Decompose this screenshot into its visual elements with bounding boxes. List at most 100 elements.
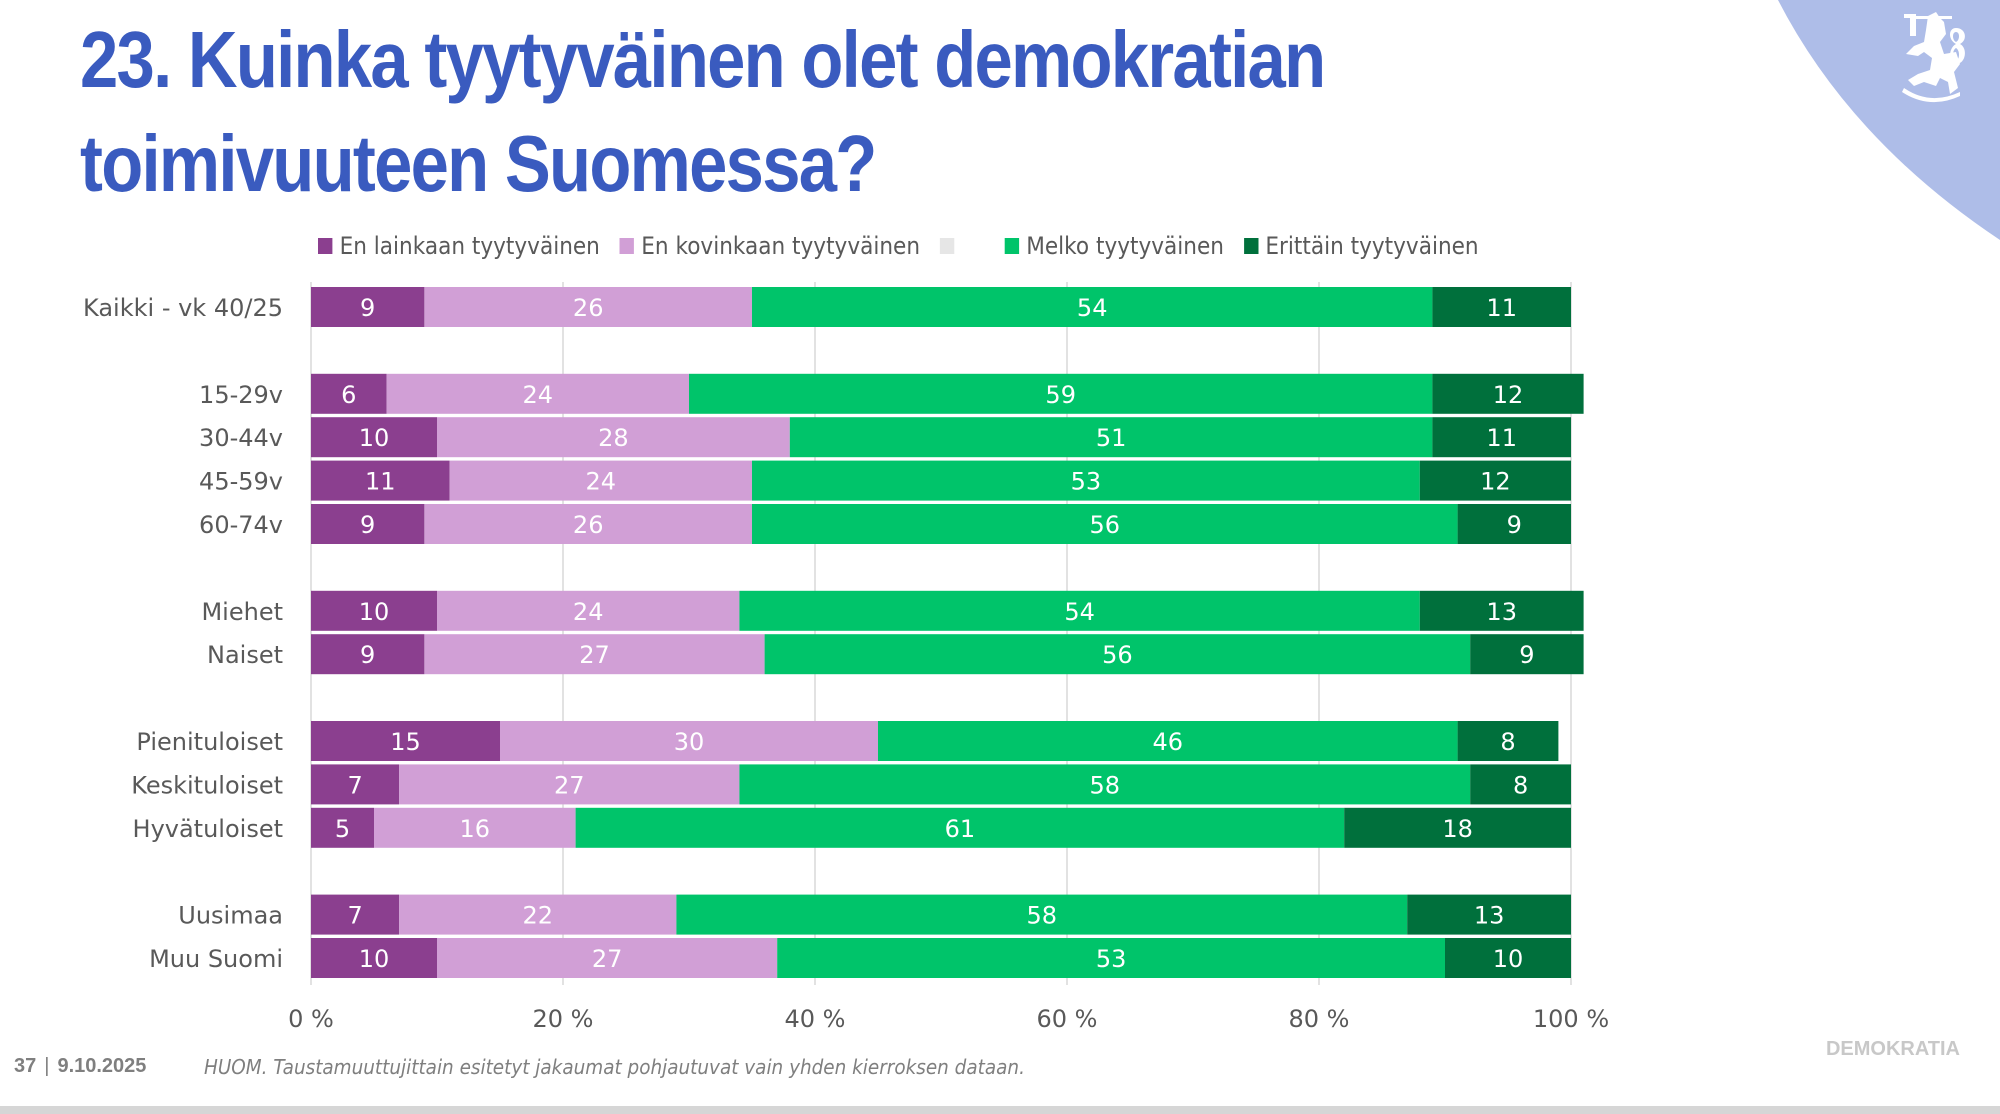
- data-label: 8: [1500, 728, 1515, 756]
- x-tick-label: 80 %: [1289, 1005, 1350, 1033]
- bar-segment: [311, 894, 400, 935]
- bar-segment: [1432, 287, 1571, 327]
- bar-segment: [424, 634, 765, 675]
- category-label: Hyvätuloiset: [133, 815, 283, 843]
- bar-segment: [311, 807, 374, 848]
- chart-legend: En lainkaan tyytyväinen En kovinkaan tyy…: [318, 232, 1498, 260]
- bar-segment: [1419, 590, 1584, 631]
- bar-segment: [752, 504, 1458, 544]
- bar-segment: [1432, 373, 1584, 414]
- data-label: 28: [598, 424, 629, 452]
- bar-segment: [311, 764, 400, 805]
- data-label: 53: [1096, 945, 1127, 973]
- data-label: 15: [390, 728, 421, 756]
- data-label: 46: [1153, 728, 1184, 756]
- legend-swatch: [1243, 238, 1259, 254]
- legend-item: Erittäin tyytyväinen: [1243, 232, 1479, 260]
- category-label: 15-29v: [199, 381, 283, 409]
- bar-segment: [777, 938, 1445, 978]
- x-tick-label: 100 %: [1533, 1005, 1609, 1033]
- category-label: 60-74v: [199, 511, 283, 539]
- data-label: 56: [1090, 511, 1121, 539]
- data-label: 24: [573, 598, 604, 626]
- bottom-bar: [0, 1106, 2000, 1114]
- bar-segment: [1419, 460, 1571, 501]
- legend-swatch: [1004, 238, 1020, 254]
- data-label: 16: [460, 815, 491, 843]
- category-label: 45-59v: [199, 468, 283, 496]
- bar-segment: [399, 894, 677, 935]
- bar-segment: [1344, 807, 1571, 848]
- finnish-lion-crest-icon: [1902, 12, 1965, 103]
- bar-segment: [449, 460, 752, 501]
- data-label: 27: [554, 771, 585, 799]
- bar-segment: [789, 417, 1433, 458]
- footer-note: HUOM. Taustamuuttujittain esitetyt jakau…: [204, 1055, 1025, 1079]
- bar-segment: [1445, 938, 1571, 978]
- page-number: 37: [14, 1055, 37, 1077]
- category-label: Naiset: [207, 641, 283, 669]
- bar-segment: [1470, 634, 1584, 675]
- data-label: 26: [573, 511, 604, 539]
- data-label: 9: [360, 641, 375, 669]
- bar-segment: [311, 287, 425, 327]
- legend-item: En kovinkaan tyytyväinen: [619, 232, 921, 260]
- bar-segment: [424, 504, 752, 544]
- footer-separator: |: [44, 1055, 50, 1077]
- data-label: 10: [359, 598, 390, 626]
- category-label: Kaikki - vk 40/25: [83, 294, 283, 322]
- bar-segment: [311, 417, 437, 458]
- data-label: 53: [1071, 468, 1102, 496]
- category-label: Uusimaa: [178, 902, 283, 930]
- data-label: 13: [1486, 598, 1517, 626]
- data-label: 5: [335, 815, 350, 843]
- data-label: 9: [360, 511, 375, 539]
- legend-swatch: [318, 238, 333, 254]
- bar-segment: [1457, 721, 1559, 761]
- bar-segment: [1457, 504, 1571, 544]
- bar-segment: [311, 460, 450, 501]
- bar-segment: [1432, 417, 1571, 458]
- page-title: 23. Kuinka tyytyväinen olet demokratian …: [80, 8, 1370, 216]
- data-label: 10: [1493, 945, 1524, 973]
- data-label: 59: [1045, 381, 1076, 409]
- data-label: 9: [1507, 511, 1522, 539]
- legend-item: Melko tyytyväinen: [1004, 232, 1224, 260]
- bar-segment: [386, 373, 689, 414]
- bar-segment: [311, 721, 500, 761]
- bar-segment: [689, 373, 1433, 414]
- title-line-2: toimivuuteen Suomessa?: [80, 119, 877, 208]
- data-label: 10: [359, 945, 390, 973]
- data-label: 9: [1519, 641, 1534, 669]
- data-label: 7: [347, 902, 362, 930]
- data-label: 56: [1102, 641, 1133, 669]
- category-label: Pienituloiset: [136, 728, 283, 756]
- data-label: 18: [1442, 815, 1473, 843]
- legend-label: Melko tyytyväinen: [1026, 232, 1224, 260]
- data-label: 8: [1513, 771, 1528, 799]
- bar-segment: [739, 590, 1420, 631]
- corner-decoration: [1600, 0, 2000, 240]
- bar-segment: [311, 373, 387, 414]
- bar-segment: [437, 938, 778, 978]
- legend-label: Erittäin tyytyväinen: [1265, 232, 1479, 260]
- data-label: 54: [1064, 598, 1095, 626]
- data-label: 24: [523, 381, 554, 409]
- footer-brand: DEMOKRATIA: [1825, 1038, 1960, 1060]
- data-label: 6: [341, 381, 356, 409]
- legend-label: En kovinkaan tyytyväinen: [641, 232, 921, 260]
- bar-segment: [311, 938, 437, 978]
- slide-date: 9.10.2025: [57, 1055, 147, 1077]
- bar-segment: [878, 721, 1458, 761]
- bar-segment: [437, 417, 790, 458]
- data-label: 27: [579, 641, 610, 669]
- legend-item: En lainkaan tyytyväinen: [318, 232, 600, 260]
- data-label: 51: [1096, 424, 1127, 452]
- data-label: 24: [586, 468, 617, 496]
- data-label: 58: [1027, 902, 1058, 930]
- data-label: 10: [359, 424, 390, 452]
- data-label: 22: [523, 902, 554, 930]
- data-label: 11: [1486, 424, 1517, 452]
- title-line-1: 23. Kuinka tyytyväinen olet demokratian: [80, 15, 1326, 104]
